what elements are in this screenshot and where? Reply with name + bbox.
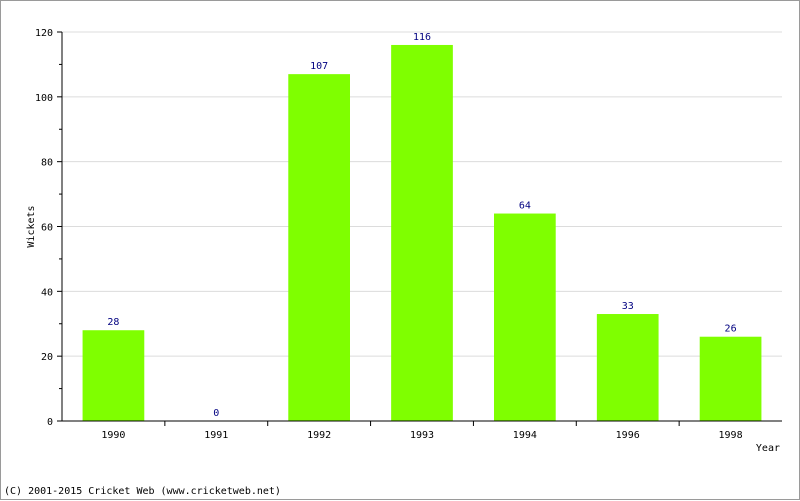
bar-value-label: 0 [213,408,219,419]
x-tick-label: 1992 [307,430,331,441]
y-tick-label: 100 [35,93,53,104]
bar [494,213,556,421]
y-tick-label: 0 [47,417,53,428]
bar-value-label: 116 [413,32,431,43]
x-tick-label: 1991 [204,430,228,441]
bars [82,44,762,422]
bar-value-label: 33 [622,301,634,312]
bar [596,314,659,421]
bar-value-label: 64 [519,201,531,212]
x-tick-label: 1996 [616,430,640,441]
y-tick-label: 80 [41,158,53,169]
x-tick-label: 1993 [410,430,434,441]
axes [57,31,782,426]
bar-value-label: 26 [725,324,737,335]
bar [288,74,350,422]
bar-value-label: 28 [107,317,119,328]
y-tick-label: 20 [41,352,53,363]
bar [391,44,453,421]
y-tick-label: 40 [41,287,53,298]
x-tick-label: 1998 [719,430,743,441]
bar [82,330,145,421]
x-tick-label: 1990 [101,430,125,441]
x-tick-label: 1994 [513,430,537,441]
labels: 0 20 40 60 80 100 120 28 1990 0 1991 107 1992 116 1993… [26,28,780,454]
x-axis-title: Year [756,443,780,454]
y-tick-label: 60 [41,223,53,234]
y-axis-title: Wickets [26,205,37,247]
bar-value-label: 107 [310,61,328,72]
y-tick-label: 120 [35,28,53,39]
bar [699,336,762,421]
copyright-footer: (C) 2001-2015 Cricket Web (www.cricketwe… [4,486,281,497]
